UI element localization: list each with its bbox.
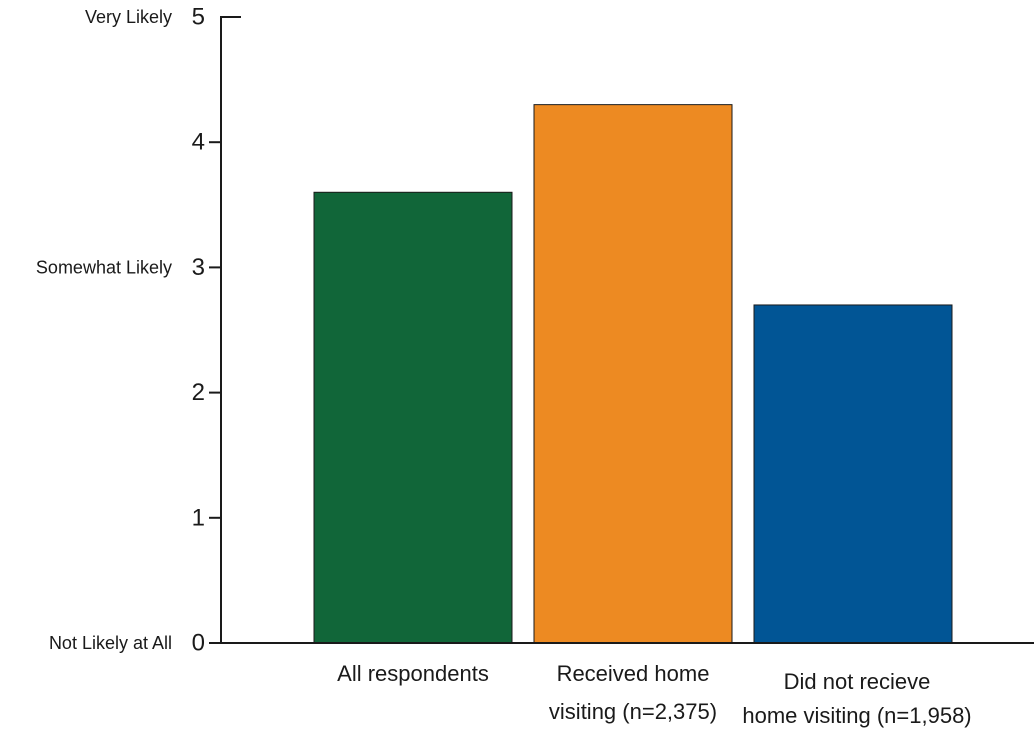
x-category-label: Received home visiting (n=2,375) xyxy=(549,661,717,724)
bars xyxy=(313,104,953,644)
y-tick-label: 4 xyxy=(192,129,205,156)
x-category-label: Did not recieve home visiting (n=1,958) xyxy=(742,669,971,728)
y-category-label: Very Likely xyxy=(85,7,172,27)
x-category-label: All respondents xyxy=(337,661,489,686)
y-tick-label: 1 xyxy=(192,504,205,531)
y-tick-labels: 0 1 2 3 4 5 xyxy=(192,4,205,657)
y-category-labels: Not Likely at All Somewhat Likely Very Lik… xyxy=(36,7,172,653)
y-tick-label: 5 xyxy=(192,4,205,31)
y-tick-label: 0 xyxy=(192,630,205,657)
y-tick-label: 3 xyxy=(192,254,205,281)
x-category-labels: All respondents Received home visiting (n=… xyxy=(337,661,971,728)
y-tick-label: 2 xyxy=(192,379,205,406)
y-axis-line xyxy=(220,16,241,643)
y-axis xyxy=(209,16,241,644)
y-category-label: Somewhat Likely xyxy=(36,257,172,277)
y-category-label: Not Likely at All xyxy=(49,633,172,653)
bar xyxy=(313,191,513,644)
bar xyxy=(533,104,733,644)
bar xyxy=(753,304,953,644)
